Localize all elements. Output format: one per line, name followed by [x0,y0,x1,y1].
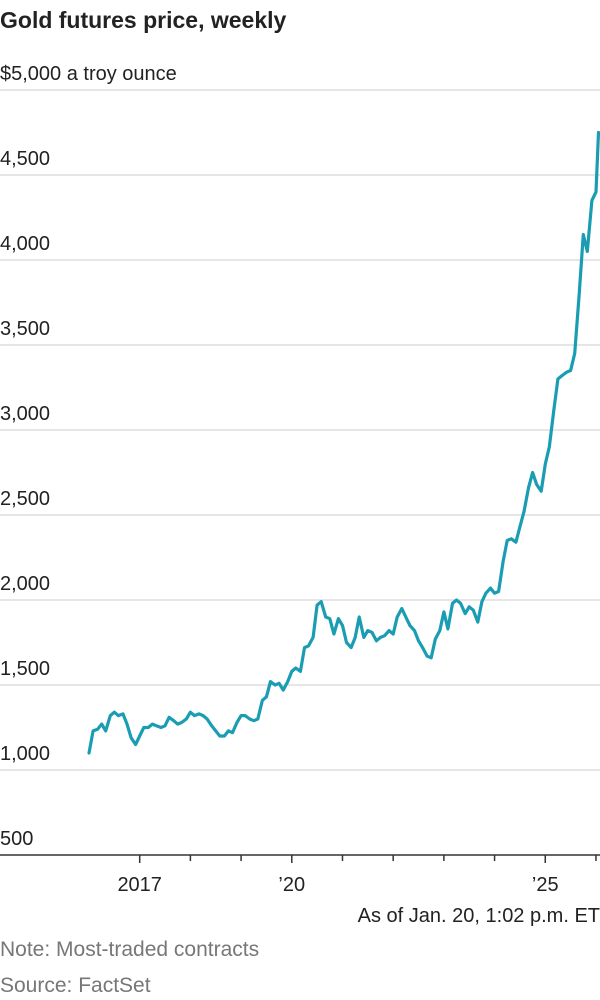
chart-title: Gold futures price, weekly [0,7,287,33]
y-tick-label: $5,000 a troy ounce [0,63,177,85]
y-tick-label: 500 [0,828,33,850]
y-tick-label: 1,500 [0,658,50,680]
y-tick-label: 1,000 [0,743,50,765]
y-tick-label: 3,500 [0,318,50,340]
y-tick-label: 2,500 [0,488,50,510]
note: Note: Most-traded contracts [0,938,259,961]
source: Source: FactSet [0,974,151,997]
price-line [87,130,600,755]
y-tick-label: 2,000 [0,573,50,595]
x-tick-label: 2017 [117,874,162,896]
y-tick-label: 3,000 [0,403,50,425]
x-tick-label: ’25 [532,874,559,896]
y-tick-label: 4,000 [0,233,50,255]
y-tick-label: 4,500 [0,148,50,170]
annotation: As of Jan. 20, 1:02 p.m. ET [358,905,600,927]
x-tick-label: ’20 [278,874,305,896]
